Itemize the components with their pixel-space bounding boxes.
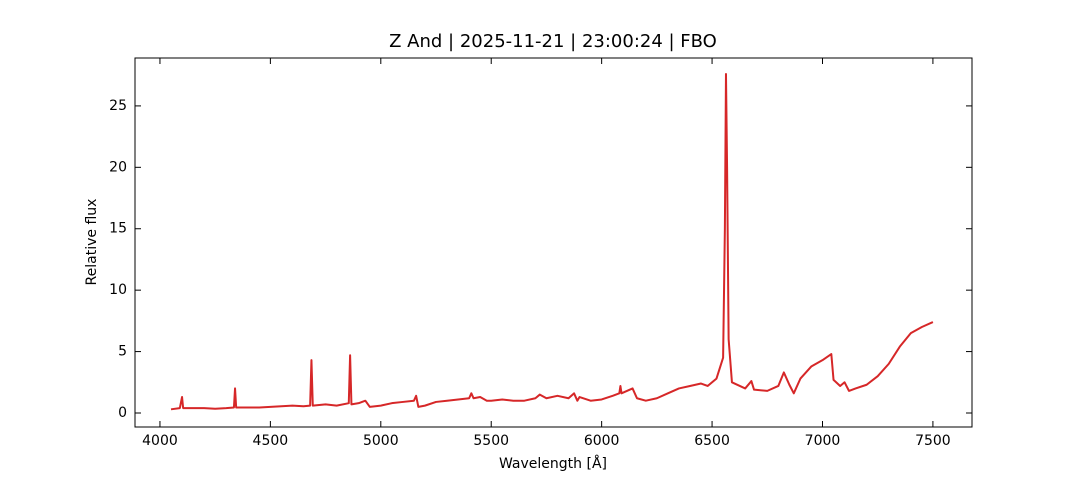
x-tick-label: 7000 [805,433,841,449]
x-axis-label: Wavelength [Å] [499,455,607,472]
y-tick-label: 0 [118,405,127,421]
x-tick-label: 5000 [363,433,399,449]
y-tick-label: 20 [109,159,127,175]
y-tick-label: 10 [109,282,127,298]
x-tick-label: 7500 [915,433,951,449]
x-tick-label: 4500 [253,433,289,449]
x-tick-label: 5500 [473,433,509,449]
spectrum-line [170,72,934,411]
x-tick-label: 4000 [142,433,178,449]
x-tick-label: 6000 [584,433,620,449]
y-tick-label: 5 [118,344,127,360]
plot-frame [134,57,973,428]
y-axis-label: Relative flux [84,199,100,286]
y-tick-label: 15 [109,221,127,237]
chart-title: Z And | 2025-11-21 | 23:00:24 | FBO [389,31,717,52]
y-tick-label: 25 [109,98,127,114]
x-tick-label: 6500 [694,433,730,449]
